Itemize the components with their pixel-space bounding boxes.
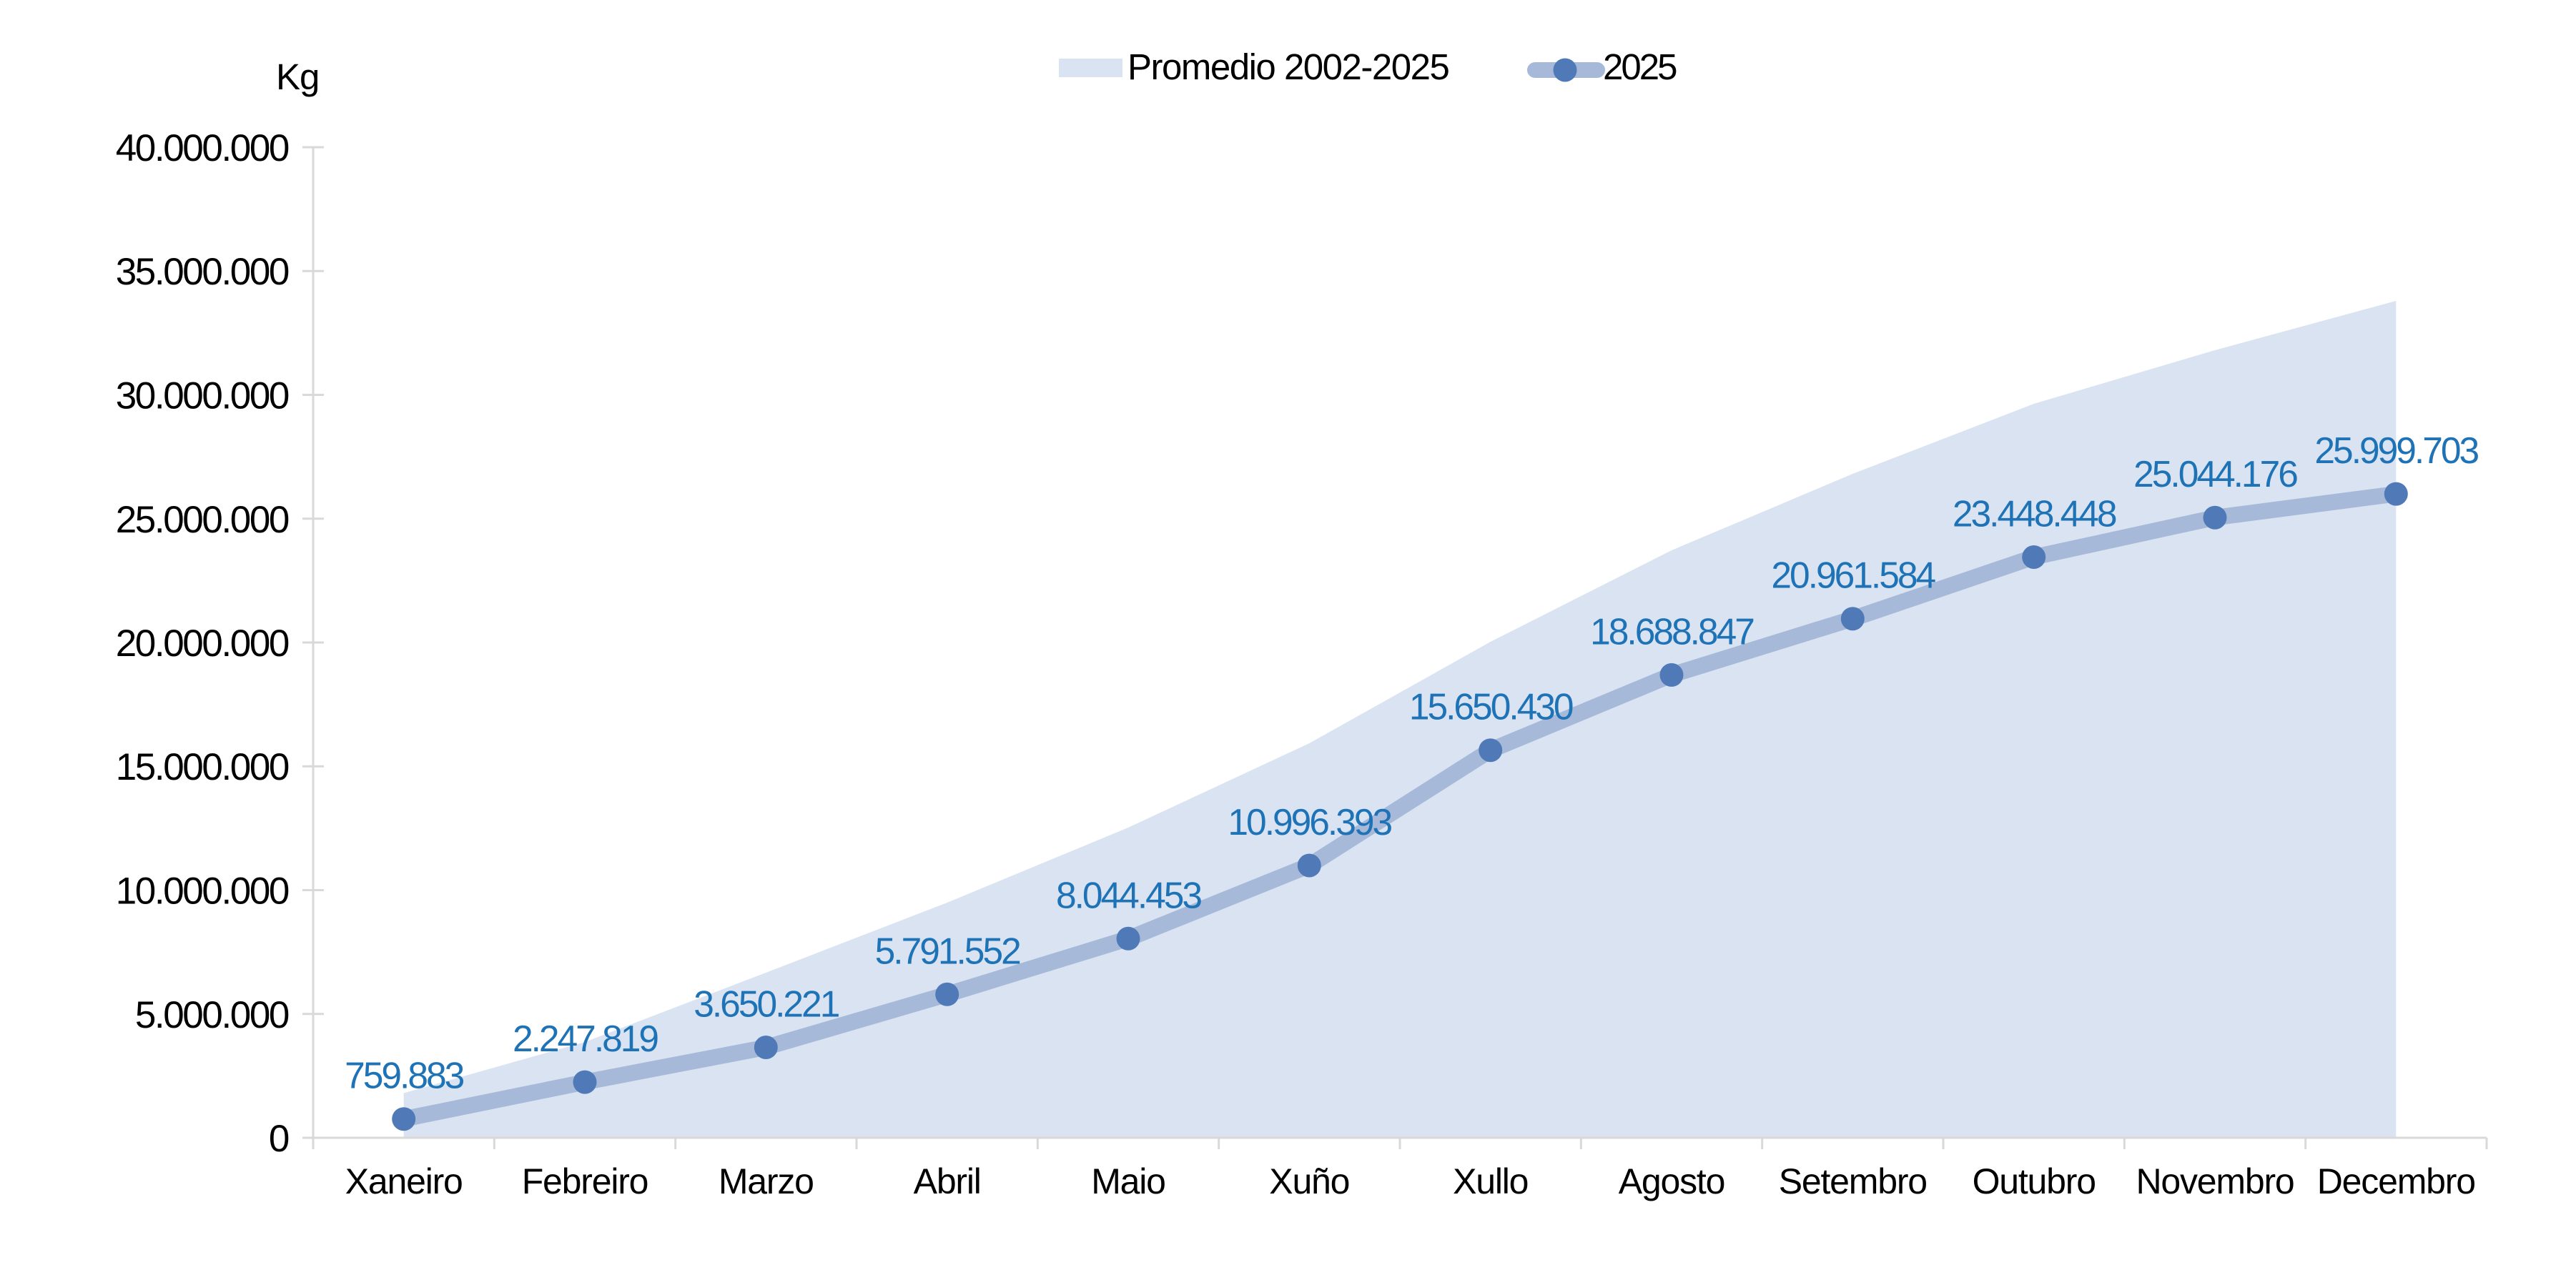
svg-text:20.000.000: 20.000.000 <box>116 622 289 665</box>
svg-text:Kg: Kg <box>276 56 319 97</box>
svg-text:3.650.221: 3.650.221 <box>694 983 839 1025</box>
svg-text:35.000.000: 35.000.000 <box>116 251 289 293</box>
svg-text:5.000.000: 5.000.000 <box>135 994 289 1036</box>
svg-text:30.000.000: 30.000.000 <box>116 375 289 417</box>
svg-text:Febreiro: Febreiro <box>522 1161 648 1201</box>
svg-text:Agosto: Agosto <box>1619 1161 1724 1201</box>
svg-text:10.996.393: 10.996.393 <box>1228 801 1391 843</box>
svg-text:Promedio 2002-2025: Promedio 2002-2025 <box>1127 46 1449 87</box>
svg-text:25.044.176: 25.044.176 <box>2133 453 2297 495</box>
svg-text:Abril: Abril <box>914 1161 981 1201</box>
svg-text:Xullo: Xullo <box>1453 1161 1528 1201</box>
svg-text:25.999.703: 25.999.703 <box>2314 430 2478 471</box>
svg-text:18.688.847: 18.688.847 <box>1590 610 1754 652</box>
svg-text:25.000.000: 25.000.000 <box>116 499 289 541</box>
svg-text:Decembro: Decembro <box>2317 1161 2475 1201</box>
svg-text:5.791.552: 5.791.552 <box>875 930 1020 971</box>
svg-text:23.448.448: 23.448.448 <box>1953 493 2116 535</box>
svg-text:Marzo: Marzo <box>719 1161 814 1201</box>
svg-text:759.883: 759.883 <box>345 1055 464 1096</box>
svg-text:Setembro: Setembro <box>1779 1161 1927 1201</box>
svg-text:10.000.000: 10.000.000 <box>116 870 289 913</box>
svg-text:0: 0 <box>269 1118 289 1160</box>
svg-text:Outubro: Outubro <box>1973 1161 2096 1201</box>
svg-text:15.650.430: 15.650.430 <box>1409 686 1573 728</box>
svg-text:Xuño: Xuño <box>1269 1161 1349 1201</box>
svg-text:2025: 2025 <box>1603 46 1677 87</box>
svg-text:Novembro: Novembro <box>2136 1161 2294 1201</box>
svg-text:2.247.819: 2.247.819 <box>513 1018 658 1059</box>
svg-text:15.000.000: 15.000.000 <box>116 746 289 788</box>
svg-text:Maio: Maio <box>1091 1161 1165 1201</box>
svg-text:8.044.453: 8.044.453 <box>1056 874 1201 916</box>
svg-text:20.961.584: 20.961.584 <box>1771 555 1935 596</box>
svg-text:40.000.000: 40.000.000 <box>116 127 289 169</box>
svg-text:Xaneiro: Xaneiro <box>345 1161 463 1201</box>
